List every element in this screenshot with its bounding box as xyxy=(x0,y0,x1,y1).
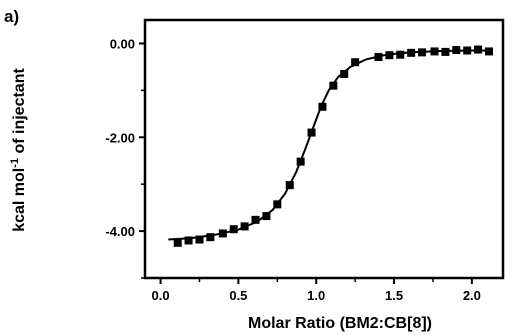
data-point xyxy=(374,53,383,62)
data-point xyxy=(407,48,416,57)
y-tick-label: -2.00 xyxy=(105,130,135,145)
data-point xyxy=(351,58,360,67)
data-point xyxy=(340,69,349,78)
axis-ticks xyxy=(139,42,473,284)
y-tick-labels: 0.00 -2.00 -4.00 xyxy=(105,36,135,239)
data-point xyxy=(484,47,493,56)
data-point xyxy=(452,46,461,55)
y-axis-label: kcal mol-1 of injectant xyxy=(9,68,28,232)
data-point xyxy=(318,102,327,111)
data-point xyxy=(385,51,394,60)
data-point xyxy=(296,157,305,166)
data-point xyxy=(441,47,450,56)
x-tick-label: 1.5 xyxy=(385,288,403,303)
data-point xyxy=(329,81,338,90)
plot-border xyxy=(143,18,505,280)
x-tick-labels: 0.0 0.5 1.0 1.5 2.0 xyxy=(152,288,481,303)
data-point xyxy=(218,229,227,238)
x-tick-label: 0.0 xyxy=(152,288,170,303)
x-tick-label: 2.0 xyxy=(463,288,481,303)
data-point xyxy=(396,50,405,59)
fit-curve xyxy=(168,49,493,241)
data-point xyxy=(229,225,238,234)
y-axis-label-superscript: -1 xyxy=(9,158,21,168)
y-tick-label: -4.00 xyxy=(105,224,135,239)
y-axis-label-suffix: of injectant xyxy=(11,68,28,158)
data-point xyxy=(173,238,182,247)
data-point xyxy=(474,45,483,54)
data-point xyxy=(251,215,260,224)
x-tick-label: 0.5 xyxy=(229,288,247,303)
data-point xyxy=(240,222,249,231)
data-point xyxy=(285,181,294,190)
y-axis-label-prefix: kcal mol xyxy=(11,168,28,232)
data-point xyxy=(206,233,215,242)
data-points xyxy=(173,45,493,247)
data-point xyxy=(307,128,316,137)
x-axis-label: Molar Ratio (BM2:CB[8]) xyxy=(248,315,432,332)
data-point xyxy=(184,236,193,245)
plot-frame xyxy=(143,18,505,280)
y-tick-label: 0.00 xyxy=(110,36,135,51)
data-point xyxy=(262,212,271,221)
data-point xyxy=(463,46,472,55)
data-point xyxy=(273,200,282,209)
data-point xyxy=(418,48,427,57)
data-point xyxy=(430,47,439,56)
panel-label: a) xyxy=(4,7,19,26)
data-point xyxy=(195,235,204,244)
x-tick-label: 1.0 xyxy=(307,288,325,303)
